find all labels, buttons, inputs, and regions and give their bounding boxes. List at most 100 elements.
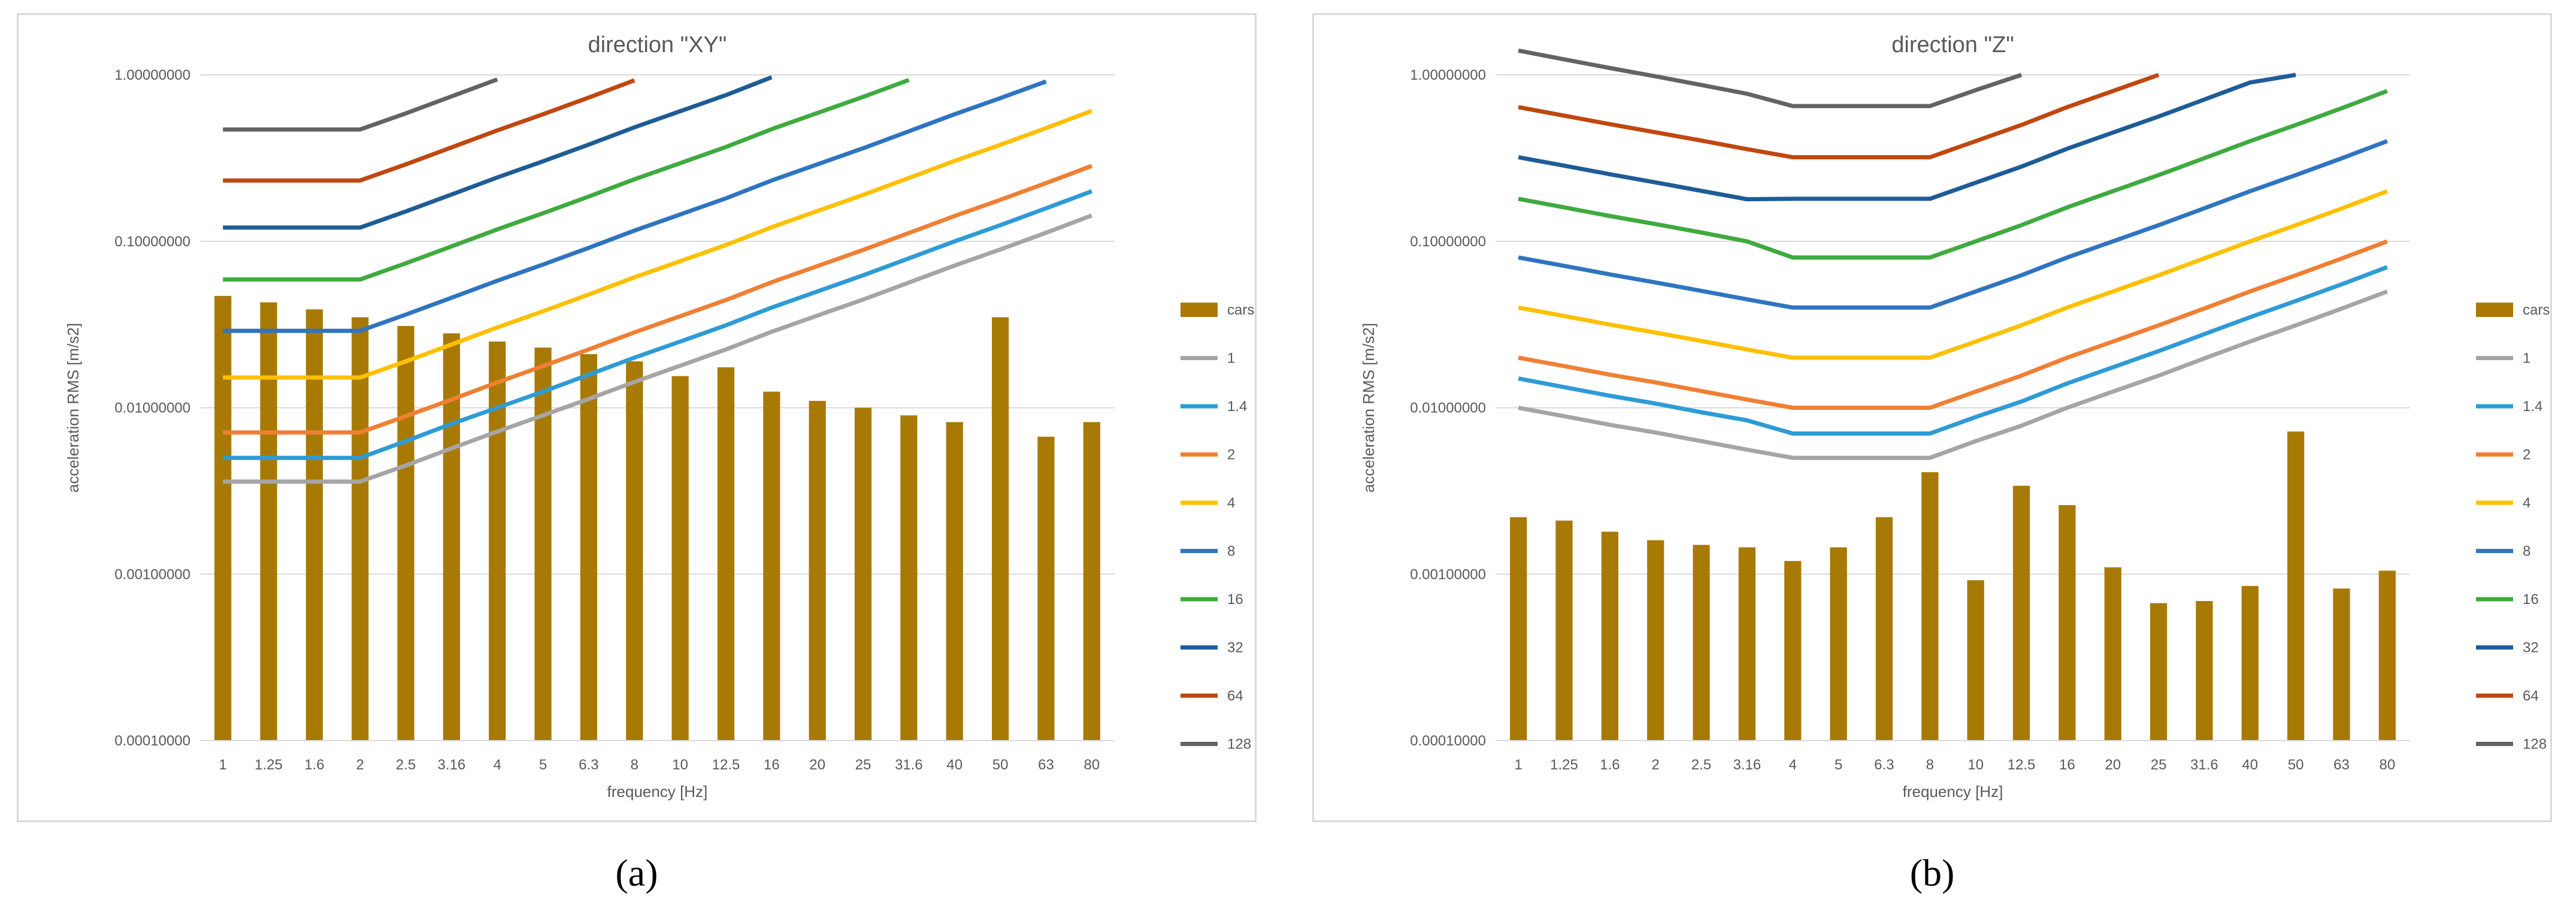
y-tick-label: 0.00100000 [114,566,190,582]
bar-cars [214,295,232,741]
x-tick-label: 1.6 [1600,757,1620,773]
x-tick-label: 20 [2105,757,2121,773]
line-series-2 [223,164,1093,435]
bar-cars [305,309,323,741]
line-series-group [1518,48,2389,460]
caption-a: (a) [615,851,658,894]
line-series-8 [223,79,1047,333]
bar-cars [626,361,643,741]
bar-cars [763,391,780,741]
legend-label: 1.4 [1227,398,1247,415]
x-tick-label: 1.25 [255,757,283,773]
x-tick-label: 16 [764,757,780,773]
bar-cars [1510,517,1527,741]
bar-cars [2196,601,2213,741]
x-tick-label: 12.5 [712,757,740,773]
x-tick-label: 20 [809,757,825,773]
legend-item-64: 64 [1180,688,1243,704]
y-tick-label: 1.00000000 [1410,67,1486,83]
line-series-64 [223,78,635,183]
legend-item-cars: cars [2476,302,2550,318]
line-series-128 [223,77,498,132]
bar-cars [1601,532,1618,741]
x-tick-label: 3.16 [1733,757,1761,773]
legend-label: 64 [2523,688,2539,704]
x-axis-title: frequency [Hz] [1903,783,2003,801]
legend-label: cars [1227,302,1254,318]
x-tick-label: 12.5 [2008,757,2036,773]
bar-cars [2241,585,2259,741]
legend-item-16: 16 [1180,591,1243,608]
legend-label: 1 [1227,351,1235,367]
x-tick-label: 10 [672,757,688,773]
x-tick-label: 8 [631,757,638,773]
line-series-4 [223,108,1093,380]
bar-cars [900,415,918,741]
x-tick-label: 40 [2242,757,2258,773]
y-tick-label: 0.01000000 [1410,400,1486,416]
x-tick-label: 63 [1038,757,1054,773]
x-tick-label: 2.5 [1691,757,1711,773]
x-tick-label: 6.3 [579,757,598,773]
legend-item-8: 8 [2476,543,2530,560]
y-tick-label: 0.00100000 [1410,566,1486,582]
bar-cars [1784,561,1802,741]
legend: cars 1 1.4 2 4 8 16 32 64 128 [2476,302,2550,753]
x-tick-label: 63 [2333,757,2350,773]
line-series-16 [1518,89,2389,260]
x-tick-label: 2.5 [396,757,416,773]
x-axis: 1 1.25 1.6 2 2.5 3.16 4 5 6.3 8 10 12.5 16 20 25 31.6 40… [200,740,1115,773]
legend-label: 64 [1227,688,1243,704]
x-tick-label: 80 [2379,757,2395,773]
x-tick-label: 25 [855,757,871,773]
x-tick-label: 5 [539,757,547,773]
chart-title: direction "Z" [1891,32,2014,58]
y-axis-title: acceleration RMS [m/s2] [1360,323,1378,493]
legend-label: 128 [2523,736,2547,753]
bar-cars [717,367,735,741]
legend-item-16: 16 [2476,591,2539,608]
line-series-64 [1518,73,2160,159]
line-series-group [223,75,1093,484]
bar-cars [946,422,963,741]
x-tick-label: 1 [1514,757,1522,773]
x-tick-label: 50 [2288,757,2304,773]
y-tick-label: 0.01000000 [114,400,190,416]
bar-cars [1037,436,1055,741]
legend-item-2: 2 [1180,447,1235,463]
line-series-1 [1518,289,2389,460]
legend-swatch [1180,303,1218,317]
y-tick-label: 1.00000000 [114,67,190,83]
x-tick-label: 1 [219,757,226,773]
legend-item-1.4: 1.4 [1180,398,1247,415]
line-series-2 [1518,239,2389,410]
bar-cars [1693,545,1710,741]
x-tick-label: 4 [494,757,501,773]
bar-cars [2104,567,2121,741]
legend-label: 1 [2523,351,2530,367]
legend-item-1: 1 [2476,351,2530,367]
bar-cars [2333,588,2350,741]
legend-label: 4 [2523,495,2530,511]
x-tick-label: 2 [1652,757,1660,773]
bar-cars [1738,547,1756,741]
bar-cars [1555,520,1573,741]
bar-cars [671,376,689,741]
y-axis: 0.00010000 0.00100000 0.01000000 0.10000000… [114,67,1115,749]
bar-cars [2378,570,2396,741]
legend-item-128: 128 [1180,736,1251,753]
bar-cars [260,302,277,741]
x-tick-label: 4 [1789,757,1797,773]
legend: cars 1 1.4 2 4 8 16 32 64 128 [1180,302,1254,753]
legend-item-64: 64 [2476,688,2539,704]
legend-label: 16 [1227,591,1243,608]
legend-label: 4 [1227,495,1235,511]
line-series-32 [1518,73,2296,201]
x-tick-label: 1.6 [304,757,324,773]
x-tick-label: 50 [992,757,1009,773]
chart-panel-z: direction "Z" 0.00010000 0.00100000 0.01000… [1312,13,2552,822]
bar-cars [1830,547,1847,741]
legend-label: 8 [1227,543,1235,560]
legend-item-cars: cars [1180,302,1254,318]
x-tick-label: 10 [1967,757,1984,773]
